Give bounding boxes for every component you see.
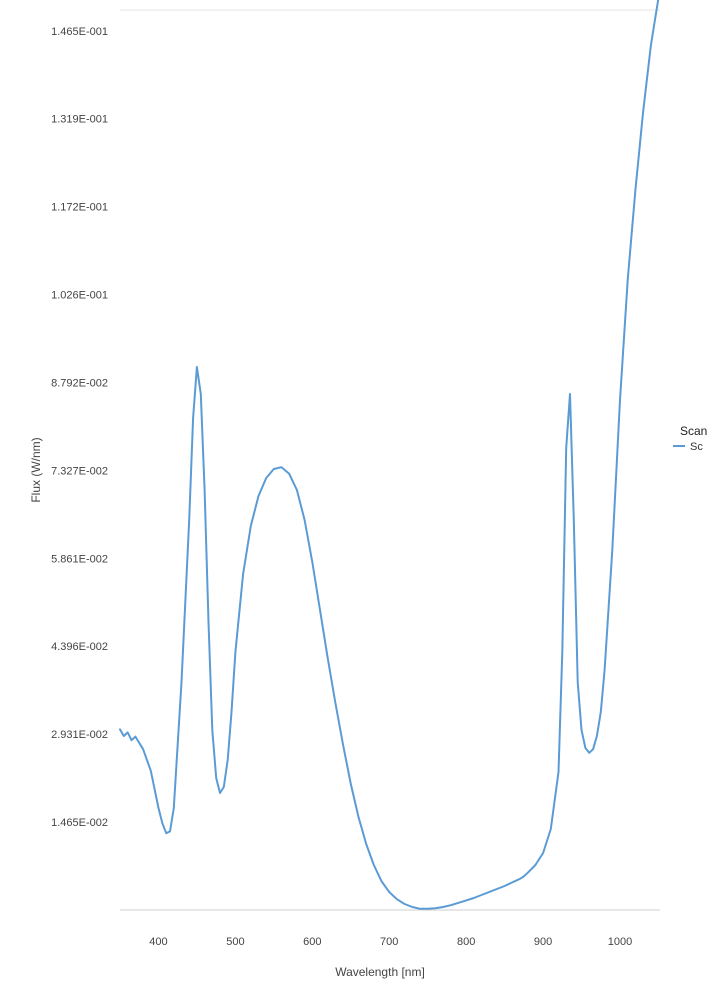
y-tick-label: 1.465E-002 [51,817,108,829]
legend-entry-label: Sc [690,441,703,453]
x-tick-label: 900 [534,936,552,948]
y-tick-label: 4.396E-002 [51,641,108,653]
series-lines [119,0,660,910]
y-tick-labels: 1.465E-002 2.931E-002 4.396E-002 5.861E-002… [51,26,108,829]
x-tick-label: 800 [457,936,475,948]
x-tick-label: 700 [380,936,398,948]
y-tick-label: 5.861E-002 [51,553,108,565]
x-tick-labels: 400 500 600 700 800 900 1000 [149,936,632,948]
y-axis-title: Flux (W/nm) [29,437,43,502]
x-tick-label: 500 [226,936,244,948]
y-tick-label: 1.026E-001 [51,290,108,302]
y-tick-label: 1.172E-001 [51,202,108,214]
x-tick-label: 400 [149,936,167,948]
y-tick-label: 7.327E-002 [51,465,108,477]
legend-title: Scan [680,424,707,438]
y-tick-label: 1.465E-001 [51,26,108,38]
y-tick-label: 2.931E-002 [51,729,108,741]
y-tick-label: 1.319E-001 [51,114,108,126]
x-axis-title: Wavelength [nm] [335,965,425,979]
x-tick-label: 1000 [608,936,632,948]
y-tick-label: 8.792E-002 [51,377,108,389]
x-tick-label: 600 [303,936,321,948]
series-line [119,0,660,910]
